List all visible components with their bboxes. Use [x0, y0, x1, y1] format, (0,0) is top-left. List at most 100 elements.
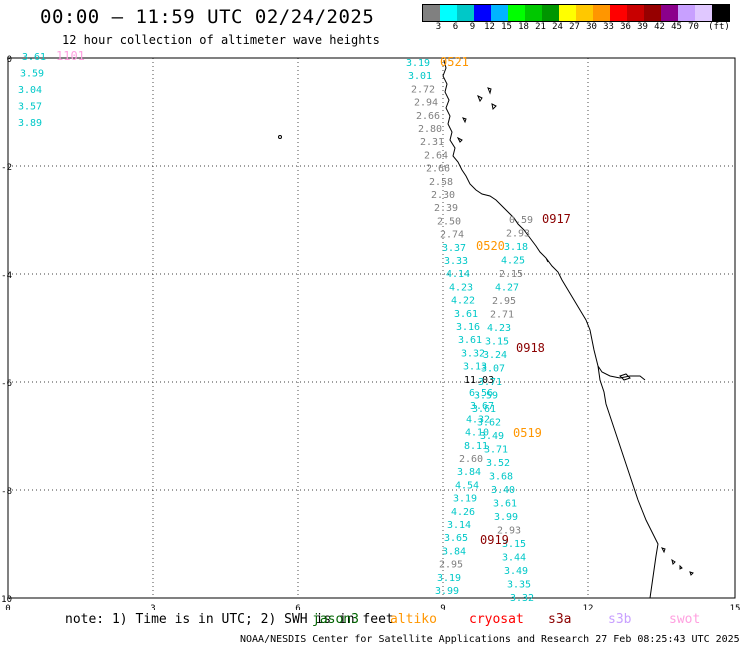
colorbar [422, 4, 730, 22]
colorbar-tick: 15 [501, 22, 512, 32]
wave-height-label: 3.37 [442, 243, 466, 254]
wave-height-label: 2.31 [420, 137, 444, 148]
legend-item-jason3: jason3 [312, 612, 359, 627]
wave-height-label: 4.32 [466, 414, 490, 425]
pass-label: 0919 [480, 533, 509, 547]
y-tick-label: -6 [1, 379, 12, 389]
wave-height-label: 8.11 [464, 441, 488, 452]
wave-height-label: 3.14 [447, 520, 471, 531]
wave-height-label: 3.19 [453, 494, 477, 505]
wave-height-label: 3.32 [510, 593, 534, 604]
wave-height-label: 3.01 [408, 71, 432, 82]
pass-label: 0520 [476, 239, 505, 253]
legend-item-s3b: s3b [608, 612, 632, 627]
wave-height-label: 4.23 [487, 323, 511, 334]
map-grid: 0 3 6 9 12 15 0 -2 -4 -6 -8 -10 [0, 55, 740, 610]
footer-credit: NOAA/NESDIS Center for Satellite Applica… [240, 634, 740, 645]
wave-height-label: 2.94 [414, 98, 438, 109]
wave-height-label: 2.64 [424, 150, 448, 161]
wave-height-label: 4.10 [465, 428, 489, 439]
legend-item-swot: swot [669, 612, 701, 627]
wave-height-label: 3.57 [18, 102, 42, 113]
colorbar-swatch [423, 5, 440, 21]
wave-height-label: 6.56 [469, 388, 493, 399]
legend-item-altiko: altiko [390, 612, 437, 627]
wave-height-label: 4.22 [451, 296, 475, 307]
colorbar-swatch [542, 5, 559, 21]
colorbar-tick: 39 [637, 22, 648, 32]
wave-height-label: 3.33 [444, 256, 468, 267]
pass-label: 0918 [516, 341, 545, 355]
wave-height-label: 3.04 [18, 85, 42, 96]
wave-height-label: 3.49 [504, 566, 528, 577]
wave-height-label: 3.67 [470, 401, 494, 412]
colorbar-swatch [661, 5, 678, 21]
colorbar-swatch [627, 5, 644, 21]
wave-height-label: 3.19 [437, 573, 461, 584]
note-text: note: 1) Time is in UTC; 2) SWH is in fe… [65, 612, 394, 627]
wave-height-label: 3.65 [444, 533, 468, 544]
colorbar-unit: (ft) [708, 22, 730, 32]
colorbar-swatch [576, 5, 593, 21]
map-frame [7, 57, 736, 599]
wave-height-label: 4.54 [455, 480, 479, 491]
colorbar-swatch [712, 5, 729, 21]
wave-height-label: 3.24 [483, 350, 507, 361]
wave-height-label: 2.58 [429, 177, 453, 188]
wave-height-label: 2.30 [431, 190, 455, 201]
wave-height-label: 3.68 [489, 472, 513, 483]
altimeter-map: 0 3 6 9 12 15 0 -2 -4 -6 -8 -10 3.61 3.59 3.04 3.57 3.8… [0, 49, 740, 610]
wave-height-label: 2.71 [490, 310, 514, 321]
wave-height-label: 2.74 [440, 230, 464, 241]
wave-height-label: 2.66 [416, 111, 440, 122]
wave-height-label: 3.62 [477, 418, 501, 429]
colorbar-tick: 24 [552, 22, 563, 32]
legend-item-s3a: s3a [548, 612, 572, 627]
wave-height-label: 3.32 [461, 348, 485, 359]
map-title: 00:00 – 11:59 UTC 02/24/2025 [40, 6, 375, 28]
wave-height-label: 3.61 [493, 499, 517, 510]
wave-height-label: 2.93 [506, 229, 530, 240]
colorbar-swatch [610, 5, 627, 21]
colorbar-tick: 9 [469, 22, 476, 32]
wave-height-label: 3.44 [502, 553, 526, 564]
colorbar-tick: 30 [586, 22, 597, 32]
wave-height-label: 3.49 [480, 431, 504, 442]
y-tick-label: 0 [7, 55, 12, 65]
wave-height-label: 3.35 [507, 580, 531, 591]
wave-height-label: 4.27 [495, 283, 519, 294]
wave-height-label: 3.07 [481, 364, 505, 375]
pass-label: 1101 [56, 49, 85, 63]
colorbar-tick: 42 [654, 22, 665, 32]
colorbar-swatch [593, 5, 610, 21]
wave-height-label: 3.84 [442, 546, 466, 557]
colorbar-tick: 6 [452, 22, 459, 32]
colorbar-swatch [474, 5, 491, 21]
wave-height-label: 3.19 [406, 58, 430, 69]
wave-height-label: 3.61 [22, 52, 46, 63]
colorbar-tick: 3 [435, 22, 442, 32]
wave-height-label: 3.18 [504, 242, 528, 253]
map-subtitle: 12 hour collection of altimeter wave hei… [62, 33, 380, 47]
wave-height-label: 3.61 [454, 309, 478, 320]
colorbar-swatch [457, 5, 474, 21]
wave-height-label: 3.99 [494, 512, 518, 523]
x-tick-label: 15 [730, 604, 740, 610]
legend-item-cryosat: cryosat [469, 612, 524, 627]
colorbar-tick: 12 [484, 22, 495, 32]
wave-height-label: 3.15 [485, 337, 509, 348]
wave-height-label: 2.95 [492, 296, 516, 307]
colorbar-swatch [559, 5, 576, 21]
wave-height-label: 3.52 [486, 458, 510, 469]
colorbar-tick: 36 [620, 22, 631, 32]
wave-height-label: 3.84 [457, 467, 481, 478]
colorbar-swatch [508, 5, 525, 21]
wave-height-label: 2.95 [439, 560, 463, 571]
colorbar-swatch [695, 5, 712, 21]
colorbar-tick: 45 [671, 22, 682, 32]
wave-height-label: 3.59 [474, 391, 498, 402]
wave-height-label: 3.61 [458, 335, 482, 346]
wave-height-label: 3.13 [463, 362, 487, 373]
wave-height-label: 3.16 [456, 322, 480, 333]
wave-height-label: 0.59 [509, 215, 533, 226]
